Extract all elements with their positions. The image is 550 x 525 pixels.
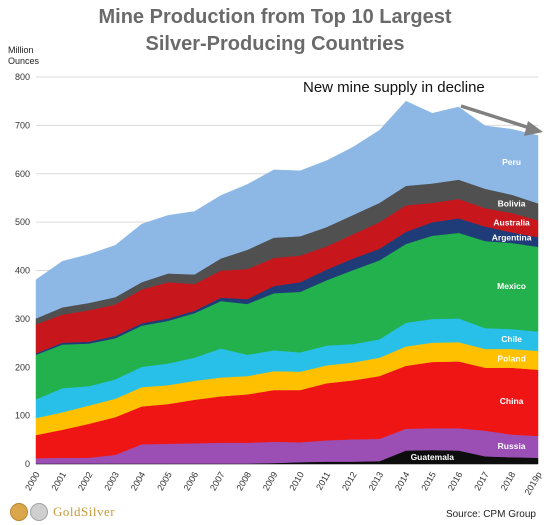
x-tick-label: 2006 [182,470,201,492]
x-tick-label: 2008 [234,470,253,492]
x-tick-label: 2017 [472,470,491,492]
y-tick-label: 600 [15,169,30,179]
x-tick-label: 2016 [446,470,465,492]
series-label-australia: Australia [493,218,530,228]
series-label-chile: Chile [501,334,522,344]
series-label-peru: Peru [502,157,521,167]
chart-title-line-1: Mine Production from Top 10 Largest [98,6,452,28]
x-tick-label: 2001 [49,470,68,492]
x-tick-label: 2011 [314,470,332,492]
x-tick-label: 2015 [419,470,438,492]
chart-title-line-2: Silver-Producing Countries [145,33,405,55]
series-labels: Guatemala Russia China Poland Chile Mexico Arg… [411,157,532,462]
series-label-poland: Poland [497,353,525,363]
decline-arrow-icon [460,104,543,136]
y-tick-label: 800 [15,72,30,82]
series-label-bolivia: Bolivia [498,199,526,209]
x-axis-ticks: 2000 2001 2002 2003 2004 2005 2006 2007 2008 2009… [23,470,544,497]
x-tick-label: 2009 [261,470,280,492]
x-tick-label: 2019p [523,470,544,497]
y-axis-ticks: 0 100 200 300 400 500 600 700 800 [15,72,30,469]
series-label-guatemala: Guatemala [411,452,455,462]
y-tick-label: 700 [15,120,30,130]
x-tick-label: 2010 [287,470,306,492]
series-label-mexico: Mexico [497,281,526,291]
y-tick-label: 0 [25,459,30,469]
x-tick-label: 2002 [76,470,95,492]
logo-text: GoldSilver [53,504,116,519]
source-text: Source: CPM Group [445,509,536,520]
area-peru [35,100,539,319]
x-tick-label: 2012 [340,470,359,492]
x-tick-label: 2003 [102,470,121,492]
y-tick-label: 500 [15,217,30,227]
series-areas [35,100,539,465]
x-tick-label: 2014 [393,470,412,492]
gold-coin-icon [10,503,28,521]
y-tick-label: 400 [15,266,30,276]
goldsilver-logo: GoldSilver [10,503,115,521]
x-tick-label: 2004 [129,470,148,492]
series-label-argentina: Argentina [492,233,532,243]
x-tick-label: 2005 [155,470,174,492]
series-label-china: China [500,396,524,406]
x-tick-label: 2013 [367,470,386,492]
x-tick-label: 2018 [499,470,518,492]
silver-coin-icon [30,503,48,521]
y-unit-label-line-1: Million [8,45,34,55]
x-tick-label: 2007 [208,470,227,492]
annotation-text: New mine supply in decline [303,79,485,96]
x-tick-label: 2000 [23,470,42,492]
y-tick-label: 300 [15,314,30,324]
y-tick-label: 100 [15,411,30,421]
y-tick-label: 200 [15,362,30,372]
y-unit-label-line-2: Ounces [8,56,40,66]
series-label-russia: Russia [498,441,526,451]
